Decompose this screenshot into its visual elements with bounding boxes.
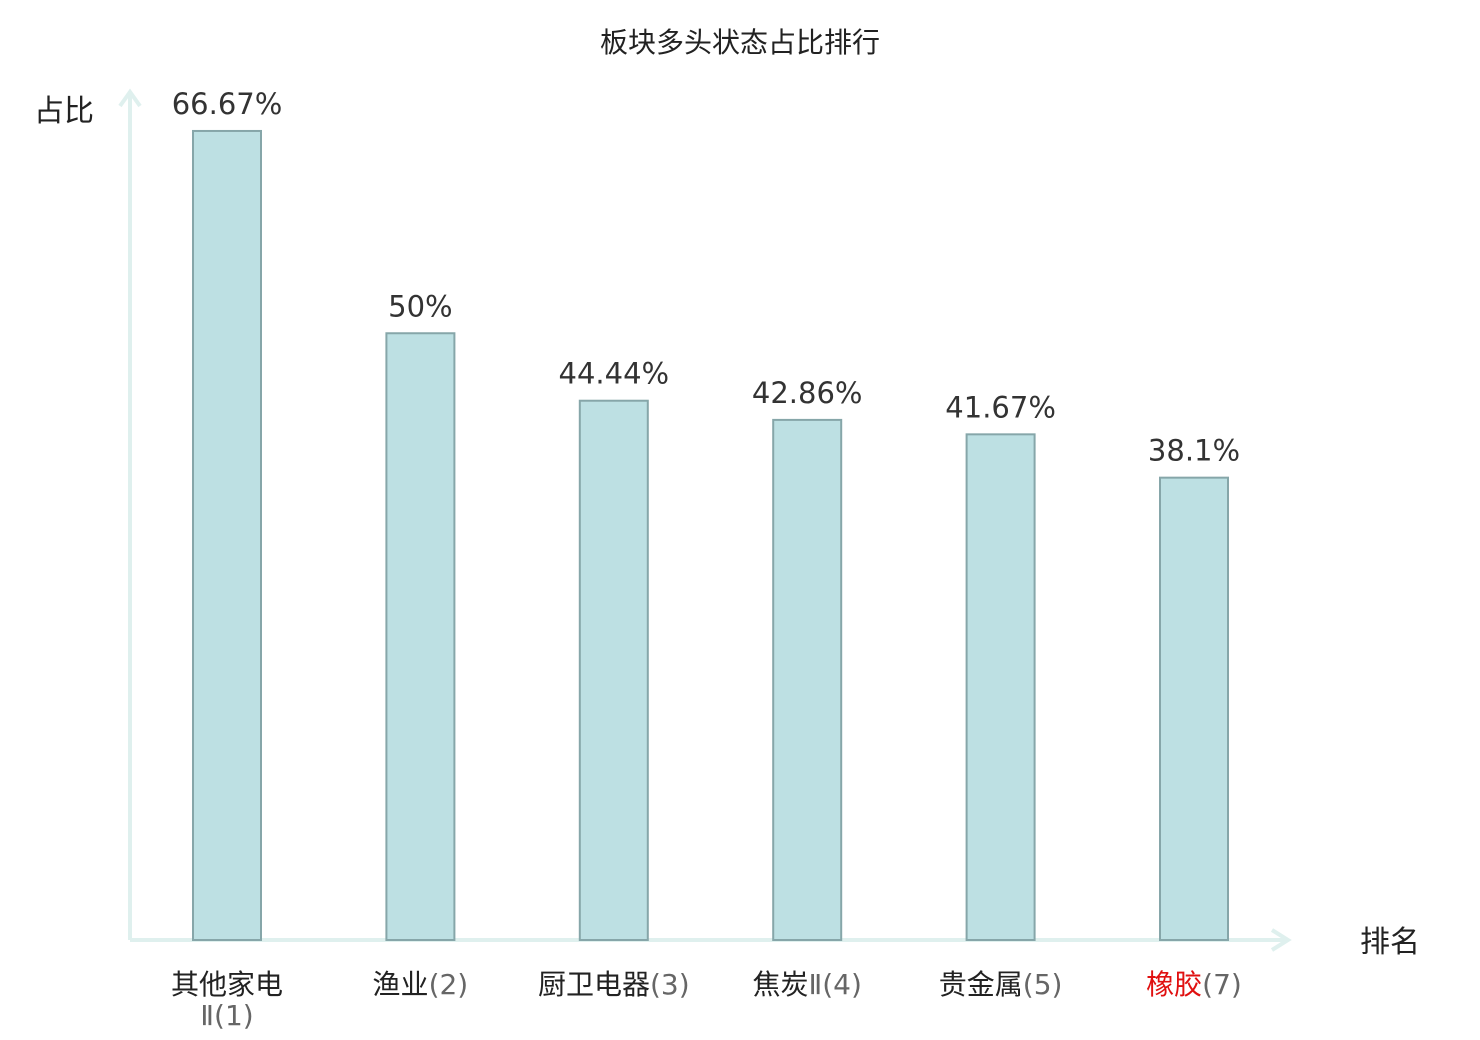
tick-name-5: 贵金属 (939, 968, 1023, 1001)
chart-title: 板块多头状态占比排行 (600, 26, 880, 59)
y-axis-title: 占比 (34, 94, 94, 129)
tick-name-6: 橡胶 (1146, 968, 1202, 1001)
data-label-2: 50% (388, 289, 452, 323)
data-label-5: 41.67% (945, 390, 1056, 424)
tick-rank-6: (7) (1202, 968, 1242, 1001)
tick-rank-1: Ⅱ(1) (200, 999, 253, 1032)
tick-label-6: 橡胶(7) (1146, 968, 1242, 1001)
tick-label-2: 渔业(2) (373, 968, 469, 1001)
x-axis-arrow (1270, 928, 1292, 952)
data-label-1: 66.67% (172, 87, 283, 121)
bar-3 (578, 399, 649, 942)
tick-rank-2: (2) (429, 968, 469, 1001)
tick-name-4: 焦炭 (752, 968, 808, 1001)
bar-2 (385, 332, 456, 941)
bar-1 (192, 129, 262, 942)
x-axis-title: 排名 (1360, 925, 1420, 960)
data-label-3: 44.44% (559, 357, 670, 391)
tick-label-5: 贵金属(5) (939, 968, 1063, 1001)
y-axis-arrow (118, 88, 142, 108)
tick-rank-3: (3) (650, 968, 690, 1001)
tick-rank-4: Ⅱ(4) (808, 968, 861, 1001)
tick-label-4: 焦炭Ⅱ(4) (752, 968, 861, 1001)
bar-5 (965, 433, 1036, 941)
data-label-6: 38.1% (1148, 434, 1240, 468)
tick-name-3: 厨卫电器 (538, 968, 650, 1001)
bar-6 (1159, 476, 1229, 941)
tick-name-2: 渔业 (373, 968, 429, 1001)
tick-label-1: 其他家电 (171, 968, 283, 1001)
data-label-4: 42.86% (752, 376, 863, 410)
tick-rank-5: (5) (1023, 968, 1063, 1001)
tick-label-3: 厨卫电器(3) (538, 968, 690, 1001)
bar-4 (772, 418, 843, 941)
